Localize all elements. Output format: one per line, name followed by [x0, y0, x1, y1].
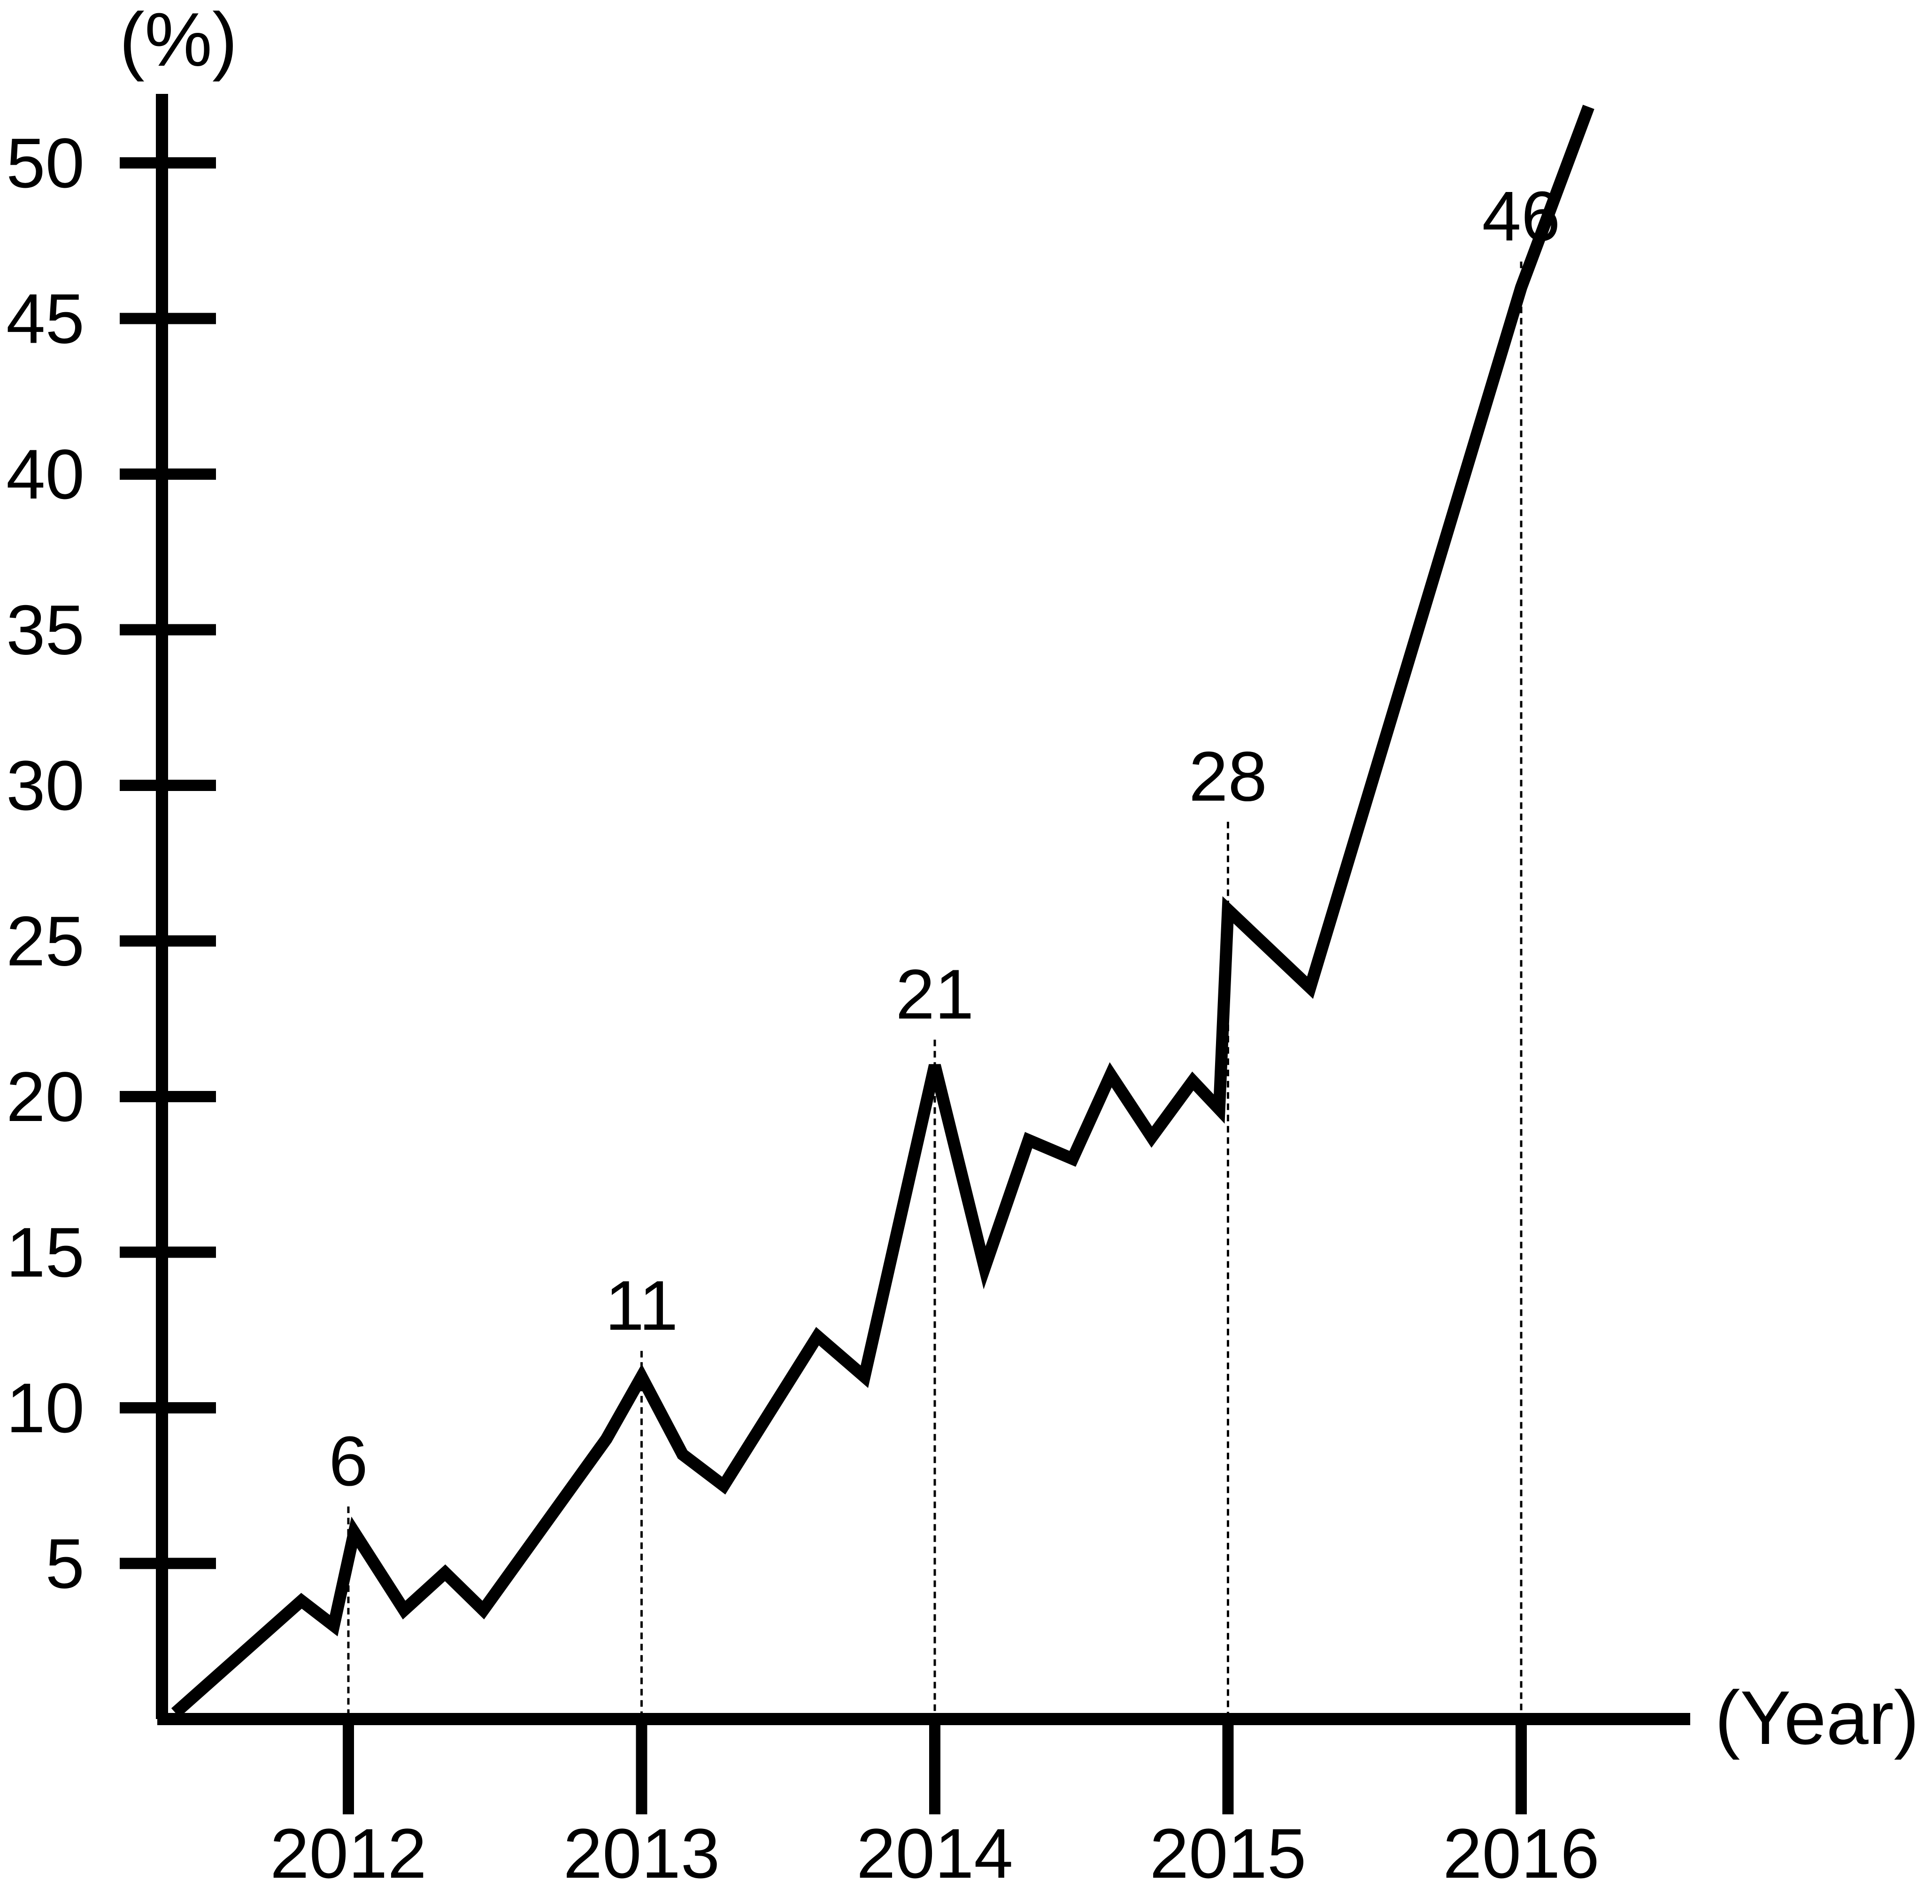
- y-tick-label: 35: [6, 591, 85, 669]
- y-tick-label: 10: [6, 1368, 85, 1447]
- axes: [156, 94, 1690, 1725]
- annotation-labels: 6 11 21 28 46: [329, 177, 1560, 1500]
- x-tick-label: 2012: [270, 1814, 427, 1893]
- y-tick-label: 5: [46, 1524, 85, 1603]
- series-layer: [171, 105, 1594, 1718]
- y-tick-label: 20: [6, 1057, 85, 1136]
- x-axis-label: (Year): [1715, 1675, 1919, 1760]
- y-tick-label: 25: [6, 902, 85, 981]
- x-tick-label: 2015: [1150, 1814, 1307, 1893]
- x-tick-label: 2013: [563, 1814, 720, 1893]
- annotation-label: 21: [896, 955, 974, 1034]
- x-tick-label: 2016: [1443, 1814, 1600, 1893]
- x-ticks: 2012 2013 2014 2015 2016: [270, 1719, 1600, 1893]
- y-tick-label: 30: [6, 746, 85, 825]
- y-tick-label: 45: [6, 279, 85, 358]
- annotation-label: 28: [1189, 737, 1267, 816]
- annotation-label: 6: [329, 1421, 368, 1500]
- y-ticks: 5 10 15 20 25 30 35 40 45 50: [6, 123, 216, 1603]
- annotation-label: 46: [1482, 177, 1561, 255]
- x-tick-label: 2014: [856, 1814, 1013, 1893]
- series-line: [171, 105, 1594, 1718]
- y-tick-label: 15: [6, 1213, 85, 1292]
- annotation-label: 11: [605, 1266, 678, 1345]
- y-tick-label: 50: [6, 123, 85, 202]
- y-axis-label: (%): [119, 0, 238, 82]
- y-tick-label: 40: [6, 435, 85, 514]
